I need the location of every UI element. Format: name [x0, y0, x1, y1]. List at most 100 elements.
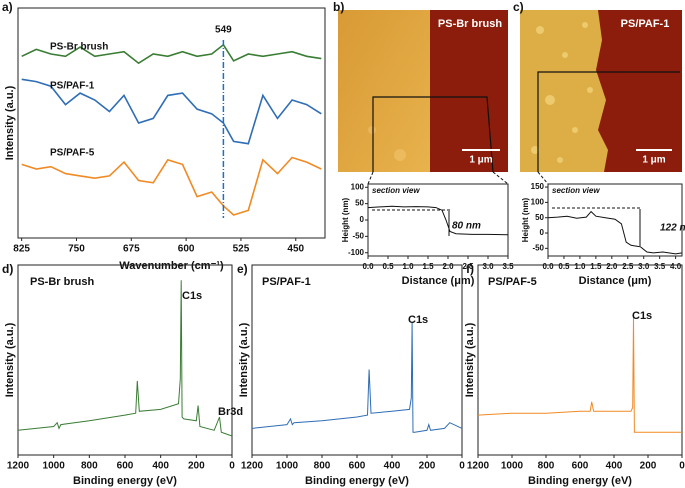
series-label: PS-Br brush: [50, 42, 108, 53]
x-tick-label: 2.0: [606, 262, 618, 271]
x-tick-label: 450: [287, 244, 304, 255]
x-tick-label: 0.5: [382, 262, 394, 271]
panel-label: a): [2, 0, 13, 14]
y-axis-title: Intensity (a.u.): [238, 322, 250, 397]
panel-label: e): [237, 262, 248, 276]
x-tick-label: 400: [152, 461, 169, 472]
series-line: [21, 43, 322, 65]
x-tick-label: 675: [123, 244, 140, 255]
x-tick-label: 2.5: [462, 262, 474, 271]
x-tick-label: 1.0: [574, 262, 586, 271]
x-tick-label: 3.5: [502, 262, 514, 271]
image-label: PS/PAF-1: [621, 18, 670, 30]
series-line: [251, 321, 463, 433]
afm-image-c: [520, 10, 682, 185]
afm-image-b: [338, 10, 509, 185]
plot-frame: [547, 183, 683, 257]
plot-frame: [477, 264, 683, 456]
x-tick-label: 600: [178, 244, 195, 255]
x-tick-label: 0: [459, 461, 465, 472]
annotation: Br3d: [218, 406, 243, 418]
inset-label: section view: [552, 186, 600, 195]
y-tick-label: 150: [531, 182, 545, 191]
y-tick-label: 100: [351, 182, 365, 191]
x-tick-label: 1000: [501, 461, 524, 472]
x-tick-label: 0.0: [362, 262, 374, 271]
x-axis-title: Binding energy (eV): [305, 475, 409, 487]
y-tick-label: -100: [348, 248, 365, 257]
x-tick-label: 1000: [43, 461, 66, 472]
x-tick-label: 1200: [467, 461, 490, 472]
x-tick-label: 0: [229, 461, 235, 472]
x-tick-label: 600: [117, 461, 134, 472]
x-axis-title: Distance (μm): [579, 275, 652, 287]
x-tick-label: 1200: [241, 461, 264, 472]
x-tick-label: 750: [68, 244, 85, 255]
x-tick-label: 400: [606, 461, 623, 472]
x-tick-label: 4.0: [670, 262, 682, 271]
step-label: 80 nm: [452, 221, 481, 232]
series-line: [21, 156, 322, 216]
x-tick-label: 2.0: [442, 262, 454, 271]
plot-frame: [17, 7, 326, 239]
y-tick-label: 50: [535, 213, 544, 222]
x-tick-label: 1.5: [590, 262, 602, 271]
marker-label: 549: [215, 25, 232, 36]
y-axis-title: Height (nm): [341, 197, 350, 242]
x-tick-label: 825: [13, 244, 30, 255]
annotation: C1s: [182, 290, 202, 302]
series-line: [21, 78, 322, 145]
x-tick-label: 525: [233, 244, 250, 255]
panel-label: d): [2, 262, 13, 276]
series-line: [547, 210, 683, 255]
step-label: 122 nm: [660, 223, 685, 234]
x-tick-label: 2.5: [622, 262, 634, 271]
y-tick-label: 0: [540, 228, 545, 237]
series-label: PS/PAF-1: [50, 81, 95, 92]
x-tick-label: 3.0: [482, 262, 494, 271]
y-tick-label: 100: [531, 197, 545, 206]
annotation: C1s: [408, 314, 428, 326]
panel-label: f): [466, 262, 474, 276]
x-tick-label: 0.5: [558, 262, 570, 271]
y-axis-title: Height (nm): [521, 197, 530, 242]
series-line: [477, 316, 682, 433]
series-line: [367, 205, 509, 236]
y-tick-label: -50: [352, 231, 364, 240]
y-tick-label: -50: [532, 243, 544, 252]
x-tick-label: 200: [188, 461, 205, 472]
image-label: PS-Br brush: [438, 18, 502, 30]
x-axis-title: Binding energy (eV): [528, 475, 632, 487]
scale-bar-label: 1 μm: [642, 155, 665, 166]
inset-label: section view: [372, 186, 420, 195]
x-tick-label: 200: [419, 461, 436, 472]
x-tick-label: 1.0: [402, 262, 414, 271]
y-axis-title: Intensity (a.u.): [4, 322, 16, 397]
x-tick-label: 0: [679, 461, 685, 472]
y-tick-label: 0: [360, 215, 365, 224]
x-tick-label: 3.5: [654, 262, 666, 271]
y-axis-title: Intensity (a.u.): [4, 85, 16, 160]
x-tick-label: 200: [640, 461, 657, 472]
x-tick-label: 1000: [276, 461, 299, 472]
x-tick-label: 0.0: [542, 262, 554, 271]
annotation: PS/PAF-1: [262, 276, 311, 288]
x-tick-label: 400: [384, 461, 401, 472]
x-tick-label: 800: [314, 461, 331, 472]
annotation: PS/PAF-5: [488, 276, 537, 288]
x-tick-label: 1200: [7, 461, 30, 472]
panel-label: c): [513, 0, 524, 14]
x-tick-label: 1.5: [422, 262, 434, 271]
step-arrows: [372, 207, 641, 246]
plot-frame: [251, 264, 463, 456]
y-axis-title: Intensity (a.u.): [464, 322, 476, 397]
x-tick-label: 800: [81, 461, 98, 472]
annotation: PS-Br brush: [30, 276, 94, 288]
x-axis-title: Distance (μm): [402, 275, 475, 287]
x-axis-title: Binding energy (eV): [73, 475, 177, 487]
panel-label: b): [333, 0, 344, 14]
annotation: C1s: [632, 310, 652, 322]
x-axis-title: Wavenumber (cm⁻¹): [119, 260, 224, 272]
series-line: [17, 280, 233, 437]
